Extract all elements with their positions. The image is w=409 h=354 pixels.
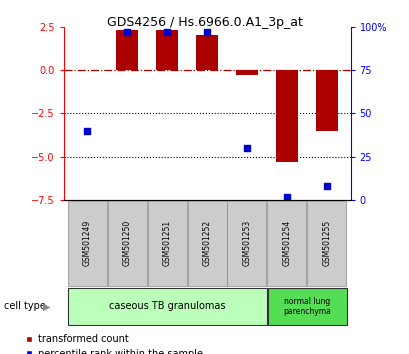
Point	[164, 29, 170, 35]
Text: GSM501250: GSM501250	[123, 220, 132, 267]
Bar	[156, 30, 178, 70]
FancyBboxPatch shape	[306, 201, 345, 286]
Text: GSM501255: GSM501255	[321, 220, 330, 267]
Text: GSM501254: GSM501254	[281, 220, 290, 267]
Bar	[275, 70, 297, 162]
FancyBboxPatch shape	[187, 201, 226, 286]
Bar	[196, 35, 218, 70]
Bar	[116, 30, 138, 70]
Text: GSM501252: GSM501252	[202, 220, 211, 267]
FancyBboxPatch shape	[227, 201, 266, 286]
FancyBboxPatch shape	[108, 201, 146, 286]
FancyBboxPatch shape	[267, 287, 346, 325]
Point	[283, 194, 289, 199]
FancyBboxPatch shape	[67, 287, 266, 325]
Point	[323, 183, 329, 189]
Bar	[235, 70, 257, 75]
Text: ▶: ▶	[43, 302, 50, 312]
Legend: transformed count, percentile rank within the sample: transformed count, percentile rank withi…	[25, 334, 202, 354]
Text: GSM501249: GSM501249	[83, 220, 92, 267]
Point	[203, 29, 210, 35]
FancyBboxPatch shape	[147, 201, 186, 286]
Point	[124, 29, 130, 35]
Text: normal lung
parenchyma: normal lung parenchyma	[283, 297, 330, 316]
Text: GSM501253: GSM501253	[242, 220, 251, 267]
Point	[84, 128, 90, 133]
Text: cell type: cell type	[4, 301, 46, 311]
Text: GSM501251: GSM501251	[162, 220, 171, 267]
FancyBboxPatch shape	[267, 201, 306, 286]
Bar	[315, 70, 337, 131]
Point	[243, 145, 249, 151]
Text: caseous TB granulomas: caseous TB granulomas	[109, 301, 225, 311]
Text: GDS4256 / Hs.6966.0.A1_3p_at: GDS4256 / Hs.6966.0.A1_3p_at	[107, 16, 302, 29]
FancyBboxPatch shape	[68, 201, 107, 286]
